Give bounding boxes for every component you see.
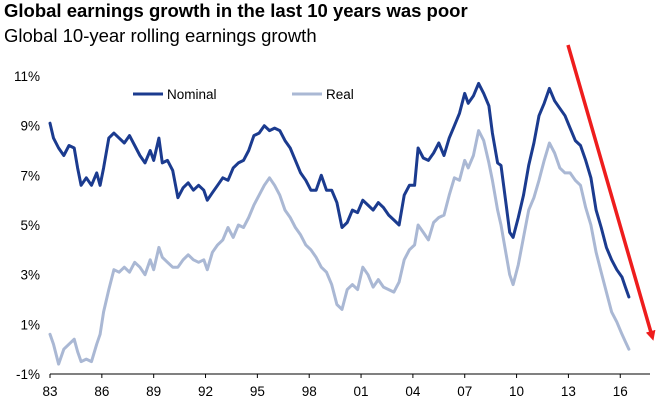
x-tick-label: 04 (405, 384, 421, 399)
y-tick-label: 7% (20, 168, 40, 183)
annotation (566, 44, 656, 341)
legend-label-nominal: Nominal (167, 87, 217, 102)
x-tick-label: 83 (42, 384, 57, 399)
chart-subtitle: Global 10-year rolling earnings growth (4, 25, 317, 46)
x-tick-label: 07 (457, 384, 472, 399)
y-tick-label: 9% (20, 119, 40, 134)
x-tick-label: 98 (302, 384, 317, 399)
series-line-nominal (48, 81, 631, 299)
x-tick-label: 13 (561, 384, 576, 399)
red-arrow-icon (566, 44, 656, 341)
series-line-real (48, 129, 631, 366)
x-tick-label: 86 (94, 384, 109, 399)
x-tick-label: 01 (354, 384, 369, 399)
legend: Nominal Real (133, 87, 354, 102)
chart-title: Global earnings growth in the last 10 ye… (4, 0, 468, 21)
y-tick-label: 11% (14, 69, 40, 84)
y-tick-label: 1% (20, 317, 40, 332)
x-tick-label: 89 (146, 384, 161, 399)
y-tick-label: 5% (20, 218, 40, 233)
y-tick-label: -1% (16, 367, 40, 382)
series-lines (48, 81, 631, 366)
x-tick-label: 10 (509, 384, 524, 399)
legend-label-real: Real (326, 87, 354, 102)
x-tick-label: 16 (613, 384, 628, 399)
x-tick-label: 95 (250, 384, 265, 399)
axes: -1% 1% 3% 5% 7% 9% 11% 83 86 89 92 95 98 01 04 07 10 13 16 (14, 69, 650, 399)
y-tick-label: 3% (20, 268, 40, 283)
x-tick-label: 92 (198, 384, 213, 399)
